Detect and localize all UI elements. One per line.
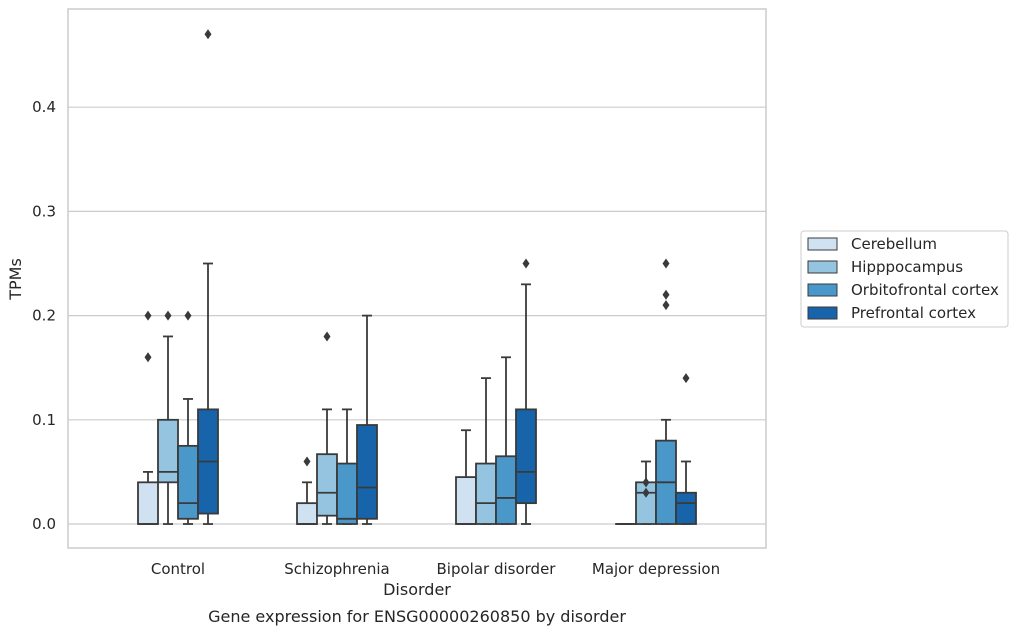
legend-label: Orbitofrontal cortex [851,281,999,299]
box-orbitofrontal-cortex [177,310,199,525]
outlier-point [522,258,530,269]
outlier-point [303,456,311,467]
outlier-point [642,487,650,498]
box-iqr [495,455,517,525]
x-tick-labels: Control Schizophrenia Bipolar disorder Majo… [151,560,720,578]
box-iqr [336,462,358,525]
box-prefrontal-cortex [515,258,537,525]
legend-swatch [807,306,838,320]
plot-frame [67,8,767,549]
box-orbitofrontal-cortex [495,356,517,525]
chart-caption: Gene expression for ENSG00000260850 by d… [208,607,626,626]
box-prefrontal-cortex [675,373,697,525]
box-iqr [675,491,697,525]
legend-label: Cerebellum [851,235,937,253]
box-cerebellum [137,310,159,525]
box-iqr [157,418,179,484]
box-orbitofrontal-cortex [655,258,677,525]
legend-swatch [807,260,838,274]
box-iqr [515,408,537,505]
box-iqr [356,424,378,520]
legend: Cerebellum Hipppocampus Orbitofrontal cort… [800,230,1009,328]
legend-label: Prefrontal cortex [851,304,976,322]
box-hipppocampus [316,331,338,525]
outlier-point [184,310,192,321]
outlier-point [144,352,152,363]
outlier-point [164,310,172,321]
y-tick-labels: 0.0 0.1 0.2 0.3 0.4 [32,98,56,533]
y-tick-label: 0.1 [32,411,56,429]
box-orbitofrontal-cortex [336,408,358,525]
y-tick-label: 0.2 [32,307,56,325]
box-iqr [296,502,318,525]
box-iqr [177,444,199,520]
outlier-point [144,310,152,321]
box-iqr [316,453,338,517]
y-tick-label: 0.4 [32,98,56,116]
box-cerebellum [296,456,318,525]
box-hipppocampus [635,460,657,525]
x-tick-label: Control [151,560,205,578]
legend-label: Hipppocampus [851,258,963,276]
box-cerebellum [455,429,477,525]
box-prefrontal-cortex [197,29,219,525]
outlier-point [323,331,331,342]
y-tick-label: 0.3 [32,202,56,220]
x-axis-label: Disorder [383,580,451,599]
x-tick-label: Major depression [592,560,720,578]
y-tick-label: 0.0 [32,515,56,533]
box-prefrontal-cortex [356,314,378,525]
outlier-point [642,477,650,488]
box-groups [137,29,697,525]
x-tick-label: Bipolar disorder [437,560,557,578]
box-hipppocampus [157,310,179,525]
legend-frame [800,230,1009,328]
outlier-point [662,258,670,269]
box-iqr [455,476,477,525]
legend-swatch [807,283,838,297]
outlier-point [662,300,670,311]
box-iqr [137,481,159,525]
outlier-point [204,29,212,40]
outlier-point [662,289,670,300]
legend-swatch [807,237,838,251]
y-axis-label: TPMs [6,258,25,301]
box-hipppocampus [475,377,497,525]
box-iqr [475,462,497,525]
x-tick-label: Schizophrenia [284,560,389,578]
outlier-point [682,373,690,384]
